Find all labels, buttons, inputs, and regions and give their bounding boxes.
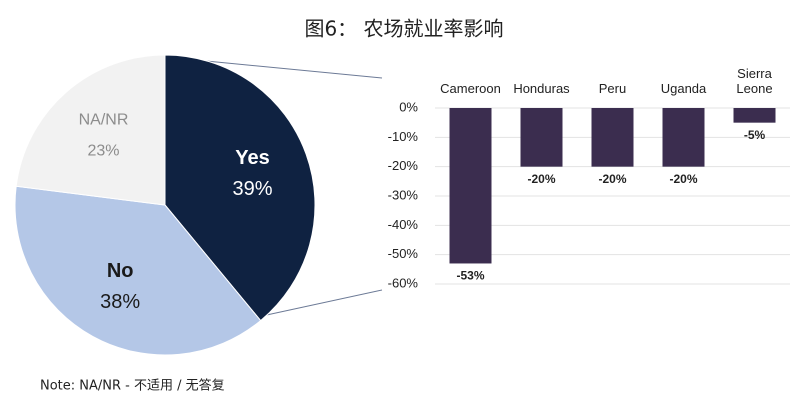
- connector-line: [261, 289, 383, 317]
- value-label: -53%: [456, 269, 484, 283]
- slice-value-label: 39%: [232, 178, 272, 200]
- note: Note: NA/NR - 不适用 / 无答复: [40, 378, 225, 394]
- pie-slice: [14, 185, 262, 356]
- bar: [591, 108, 634, 167]
- x-tick-label: Peru: [598, 81, 627, 96]
- bar: [520, 108, 563, 167]
- bar: [449, 108, 492, 264]
- y-tick-label: 0%: [399, 99, 418, 114]
- bar: [662, 108, 705, 167]
- y-tick-label: -30%: [388, 187, 419, 202]
- x-tick-label: Uganda: [660, 81, 707, 96]
- y-tick-label: -20%: [388, 158, 419, 173]
- y-tick-label: -60%: [388, 275, 419, 290]
- pie-slice: [164, 54, 316, 322]
- chart-title: 图6： 农场就业率影响: [304, 17, 503, 41]
- y-tick-label: -40%: [388, 217, 419, 232]
- x-tick-label: Sierra Leone: [736, 66, 773, 96]
- x-tick-label: Cameroon: [440, 81, 501, 96]
- slice-label: No: [107, 260, 134, 282]
- slice-label: Yes: [235, 147, 269, 169]
- value-label: -20%: [598, 172, 626, 186]
- bar: [733, 108, 776, 123]
- slice-value-label: 38%: [100, 291, 140, 313]
- value-label: -5%: [744, 128, 766, 142]
- value-label: -20%: [527, 172, 555, 186]
- slice-label: NA/NR: [79, 111, 129, 128]
- pie-slice: [15, 54, 166, 206]
- slice-value-label: 23%: [87, 142, 119, 159]
- y-tick-label: -10%: [388, 129, 419, 144]
- x-tick-label: Honduras: [513, 81, 570, 96]
- y-tick-label: -50%: [388, 246, 419, 261]
- value-label: -20%: [669, 172, 697, 186]
